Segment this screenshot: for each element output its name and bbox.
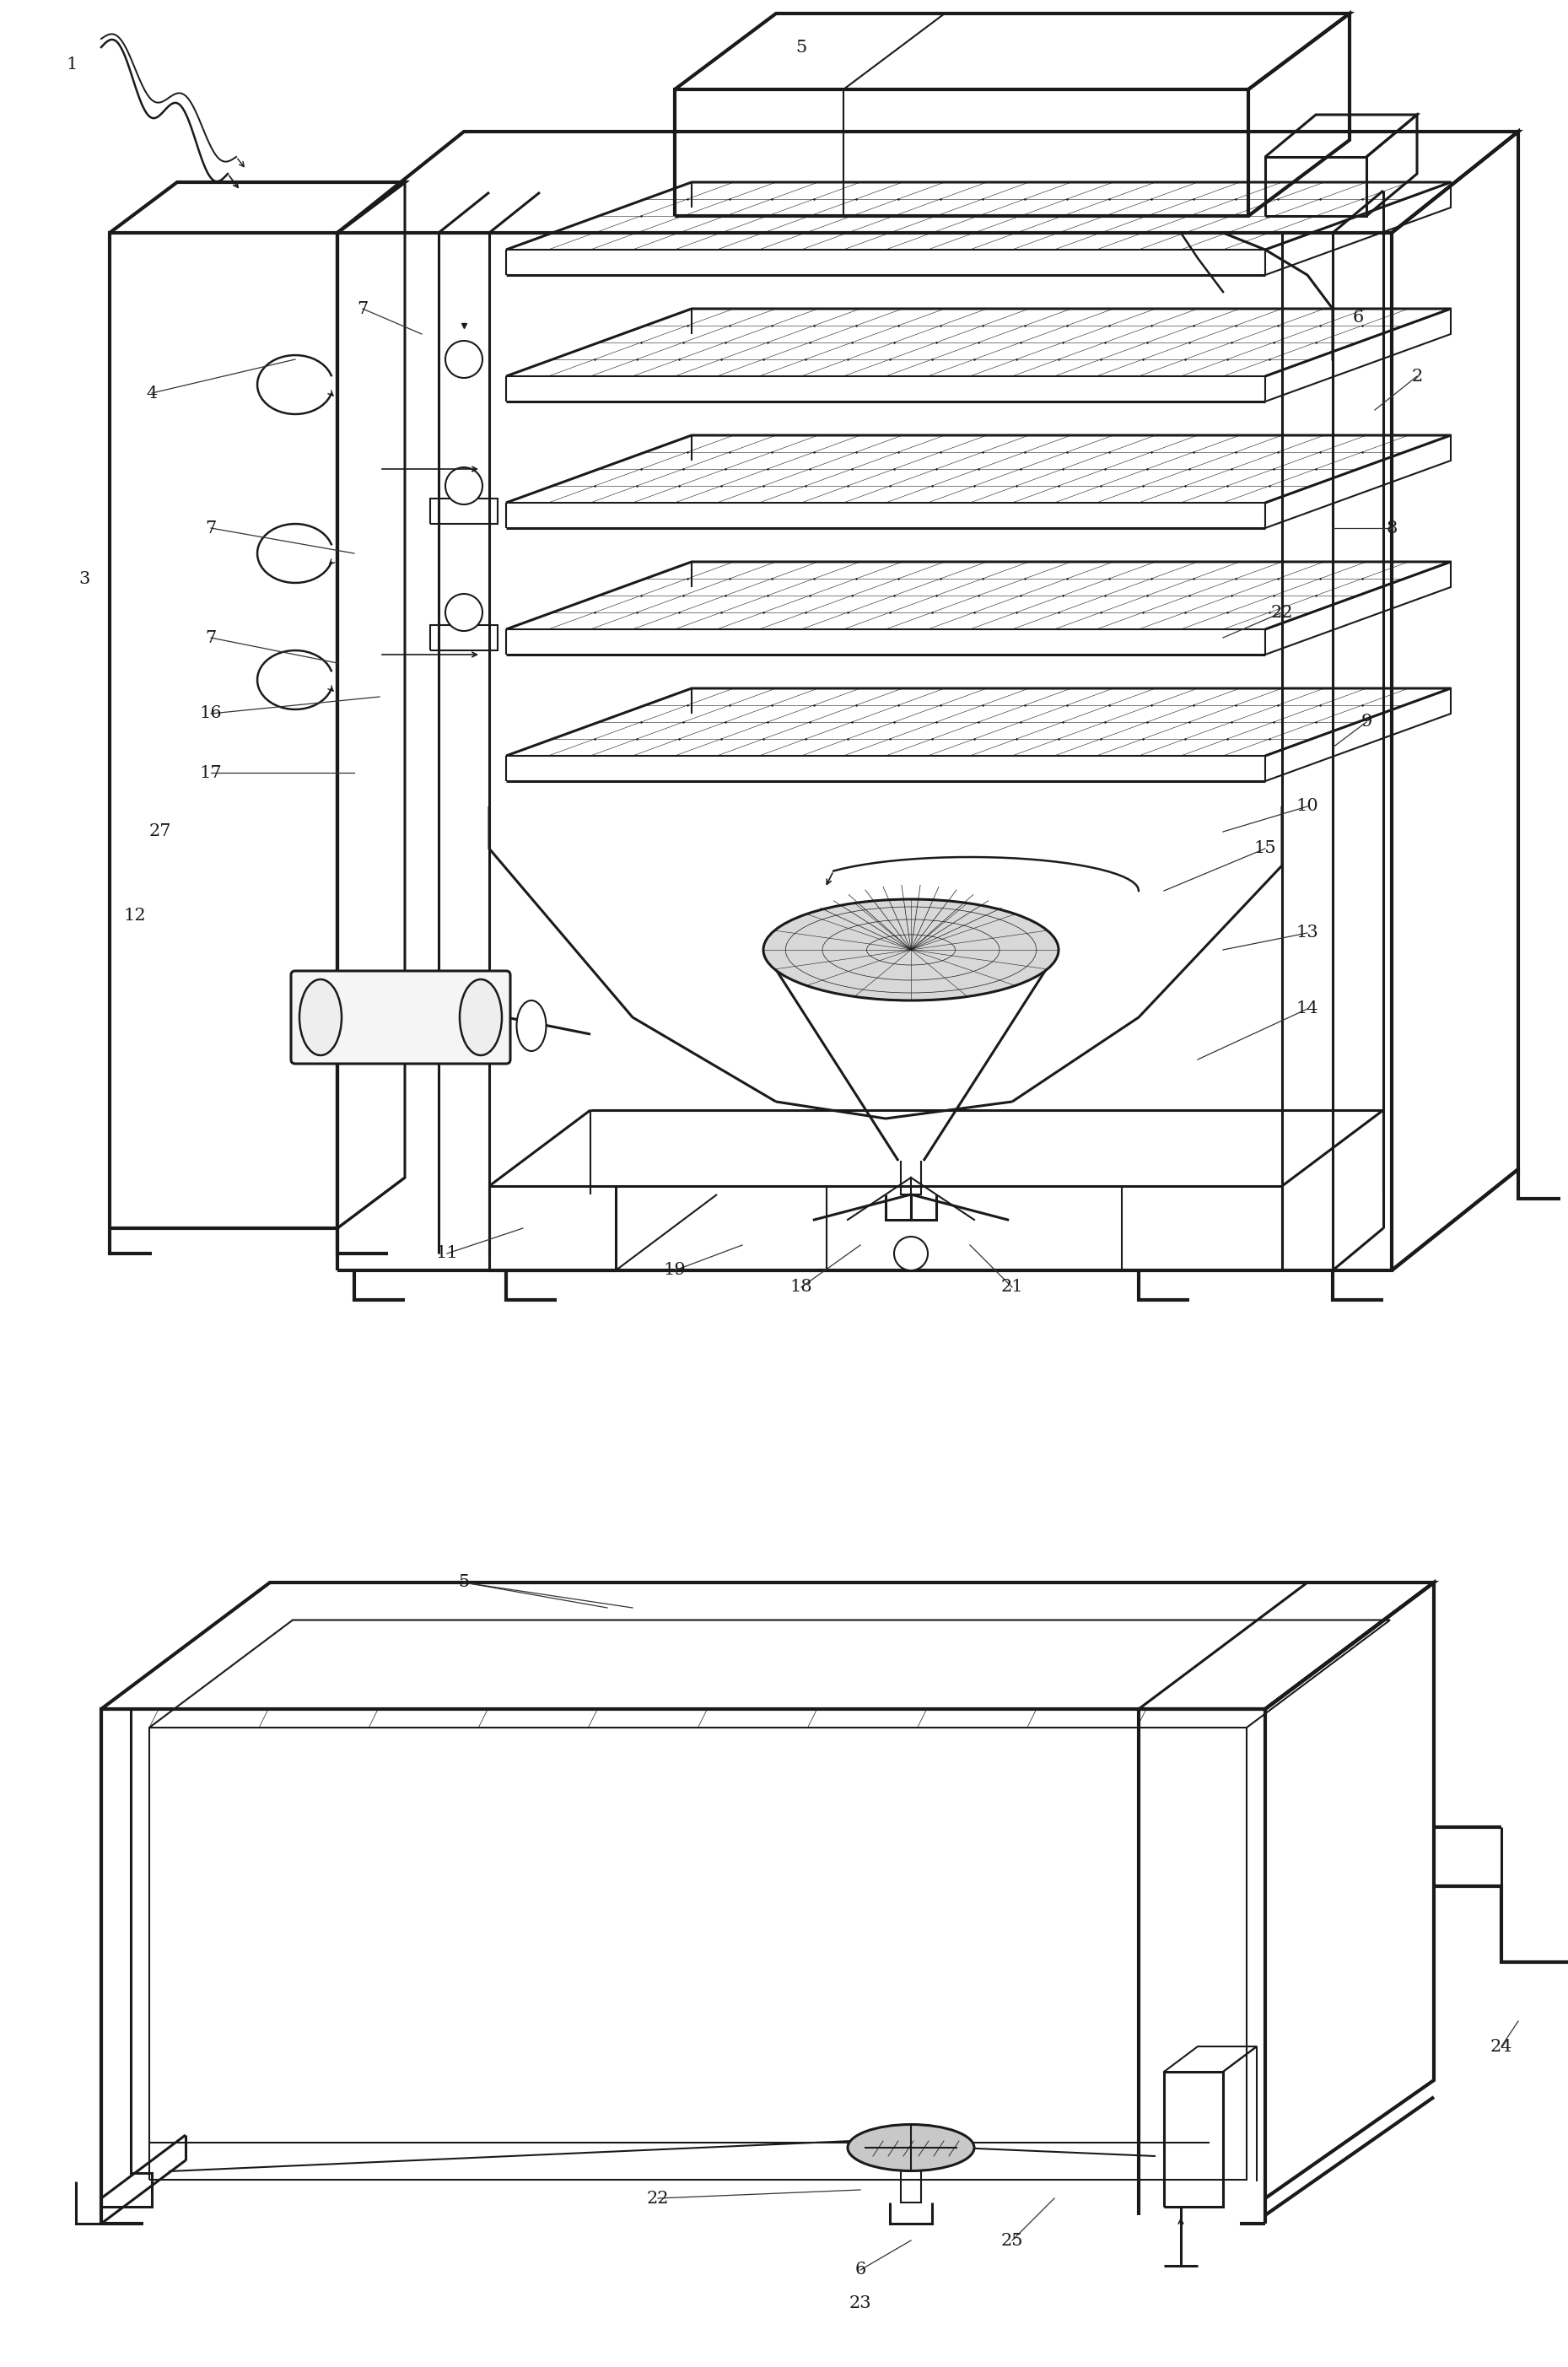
- Text: 3: 3: [78, 570, 89, 587]
- Circle shape: [894, 1236, 928, 1271]
- Text: 10: 10: [1297, 798, 1319, 814]
- Ellipse shape: [764, 899, 1058, 1001]
- Ellipse shape: [516, 1001, 546, 1051]
- Text: 22: 22: [646, 2189, 670, 2206]
- Text: 7: 7: [358, 301, 368, 317]
- Text: 7: 7: [205, 630, 216, 646]
- Text: 8: 8: [1386, 521, 1397, 535]
- Text: 14: 14: [1297, 1001, 1319, 1018]
- Text: 13: 13: [1297, 925, 1319, 942]
- Text: 5: 5: [795, 40, 808, 54]
- Text: 2: 2: [1411, 369, 1422, 383]
- Text: 1: 1: [66, 57, 77, 71]
- Text: 9: 9: [1361, 715, 1372, 729]
- Text: 23: 23: [850, 2296, 872, 2313]
- Text: 7: 7: [205, 521, 216, 535]
- Text: 17: 17: [199, 765, 223, 781]
- Text: 24: 24: [1490, 2038, 1513, 2055]
- Text: 4: 4: [146, 386, 157, 400]
- Circle shape: [445, 594, 483, 632]
- Circle shape: [445, 466, 483, 504]
- Ellipse shape: [848, 2126, 974, 2171]
- Text: 27: 27: [149, 824, 171, 840]
- Text: 19: 19: [663, 1262, 687, 1278]
- Text: 22: 22: [1272, 604, 1294, 620]
- Text: 16: 16: [199, 705, 223, 722]
- FancyBboxPatch shape: [292, 970, 510, 1063]
- Text: 11: 11: [436, 1245, 458, 1262]
- Text: 12: 12: [124, 909, 146, 923]
- Circle shape: [445, 341, 483, 379]
- Ellipse shape: [459, 980, 502, 1056]
- Text: 5: 5: [458, 1574, 469, 1591]
- Ellipse shape: [299, 980, 342, 1056]
- Text: 15: 15: [1254, 840, 1276, 857]
- Text: 18: 18: [790, 1278, 812, 1295]
- Text: 25: 25: [1000, 2232, 1024, 2249]
- Text: 6: 6: [1352, 310, 1364, 324]
- Text: 6: 6: [855, 2263, 866, 2277]
- Text: 21: 21: [1000, 1278, 1024, 1295]
